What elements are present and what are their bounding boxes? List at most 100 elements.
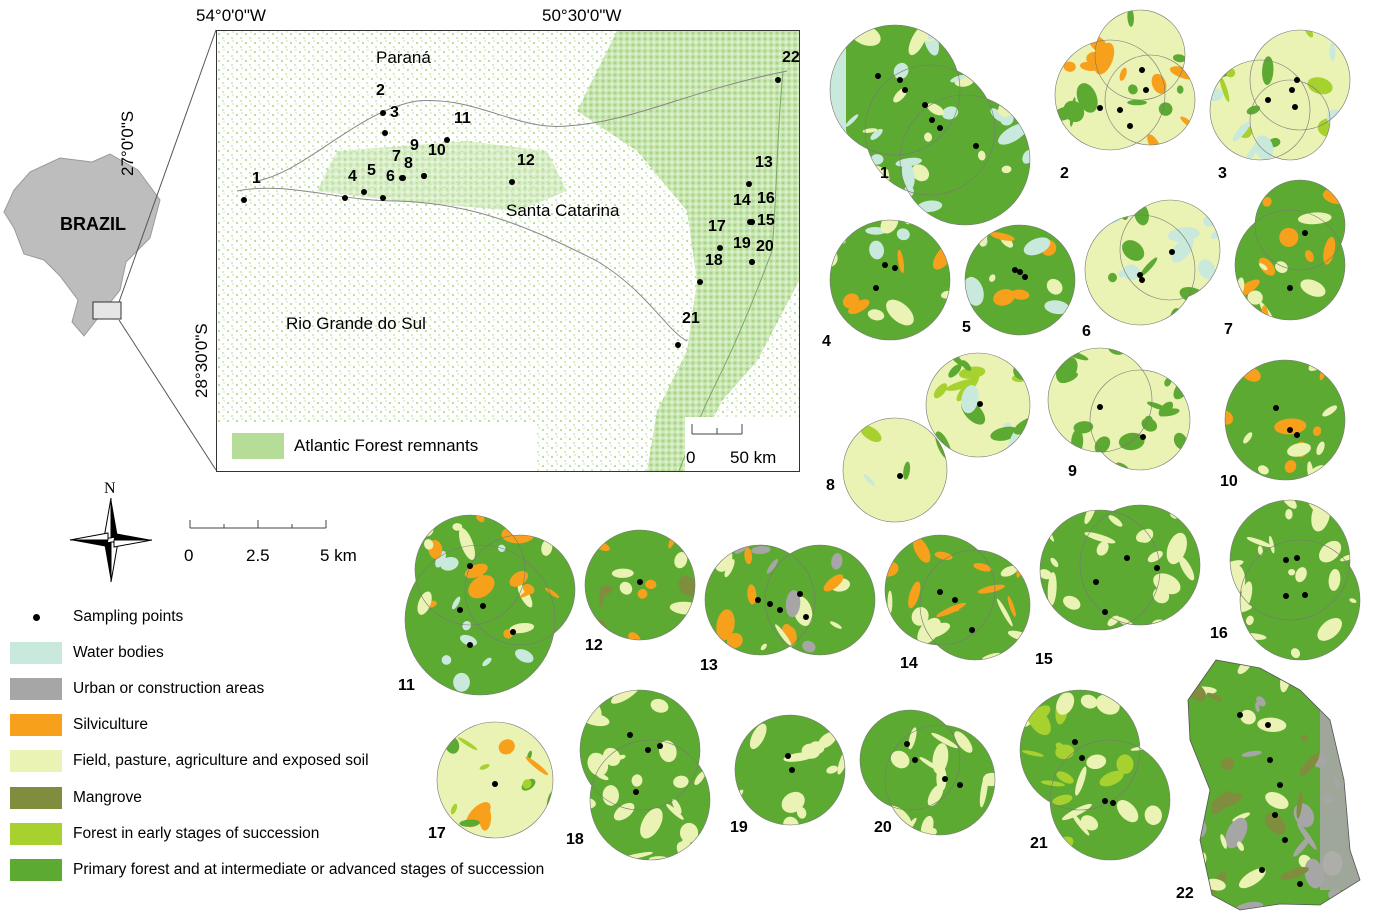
site-map-4: 4	[822, 219, 951, 350]
site-map-12: 12	[584, 529, 696, 654]
sampling-point	[1154, 565, 1160, 571]
sampling-point	[1137, 272, 1143, 278]
sampling-point	[627, 732, 633, 738]
sampling-point	[1259, 867, 1265, 873]
legend-label: Mangrove	[73, 789, 142, 806]
site-map-number: 10	[1220, 473, 1238, 490]
legend-item-silviculture: Silviculture	[10, 712, 148, 738]
sampling-point	[1287, 285, 1293, 291]
sampling-point	[1139, 67, 1145, 73]
sampling-point	[1139, 277, 1145, 283]
sampling-point	[942, 776, 948, 782]
north-label: N	[104, 480, 116, 497]
regional-site-point	[749, 219, 755, 225]
sampling-point	[637, 579, 643, 585]
sampling-point	[1265, 722, 1271, 728]
sampling-point	[1294, 555, 1300, 561]
sampling-point-icon	[32, 613, 40, 621]
sampling-point	[480, 603, 486, 609]
regional-scale-zero: 0	[686, 448, 696, 467]
legend-item-mangrove: Mangrove	[10, 785, 142, 811]
sampling-point	[1282, 837, 1288, 843]
remnants-legend-label: Atlantic Forest remnants	[294, 436, 479, 455]
sampling-point	[645, 747, 651, 753]
site-map-number: 9	[1068, 463, 1077, 480]
legend-swatch	[10, 823, 62, 845]
sampling-point	[897, 473, 903, 479]
sampling-point	[1297, 881, 1303, 887]
site-map-19: 19	[730, 714, 846, 836]
regional-site-number: 5	[367, 162, 376, 179]
regional-site-point	[509, 179, 515, 185]
sampling-point	[937, 125, 943, 131]
regional-site-point	[749, 259, 755, 265]
sampling-point	[1277, 782, 1283, 788]
sampling-point	[1012, 267, 1018, 273]
site-map-number: 2	[1060, 165, 1069, 182]
regional-site-number: 8	[404, 155, 413, 172]
detail-scale-max: 5 km	[320, 546, 357, 565]
regional-site-point	[444, 137, 450, 143]
sampling-point	[1283, 557, 1289, 563]
legend-label: Field, pasture, agriculture and exposed …	[73, 752, 369, 769]
sampling-point	[1117, 107, 1123, 113]
regional-site-number: 18	[705, 252, 723, 269]
site-map-5: 5	[962, 224, 1076, 336]
regional-site-number: 10	[428, 142, 446, 159]
regional-site-point	[342, 195, 348, 201]
regional-site-number: 9	[410, 137, 419, 154]
sampling-point	[1237, 712, 1243, 718]
sampling-point	[1302, 230, 1308, 236]
sampling-point	[973, 143, 979, 149]
regional-site-point	[361, 189, 367, 195]
sampling-point	[1097, 404, 1103, 410]
site-map-8: 8	[826, 352, 1031, 523]
site-map-10: 10	[1220, 359, 1346, 490]
sampling-point	[1079, 755, 1085, 761]
legend-swatch	[10, 750, 62, 772]
sampling-point	[1302, 592, 1308, 598]
legend-label: Water bodies	[73, 644, 164, 661]
detail-scale-bar	[189, 520, 327, 529]
legend-swatch	[10, 859, 62, 881]
site-map-number: 8	[826, 477, 835, 494]
legend-swatch	[10, 714, 62, 736]
site-map-number: 11	[398, 677, 415, 694]
legend-swatch	[10, 678, 62, 700]
regional-site-point	[746, 181, 752, 187]
regional-site-number: 19	[733, 235, 751, 252]
regional-site-number: 2	[376, 82, 385, 99]
sampling-point	[1294, 432, 1300, 438]
site-map-1: 1	[829, 24, 1031, 226]
sampling-point	[785, 753, 791, 759]
detail-scale-zero: 0	[184, 546, 194, 565]
site-map-number: 4	[822, 333, 831, 350]
sampling-point	[957, 782, 963, 788]
sampling-point	[969, 627, 975, 633]
sampling-point	[657, 743, 663, 749]
sampling-point	[1292, 104, 1298, 110]
site-map-6: 6	[1082, 199, 1221, 340]
site-map-9: 9	[1047, 347, 1191, 480]
regional-site-point	[380, 110, 386, 116]
state-label-parana: Paraná	[376, 48, 431, 67]
regional-site-number: 3	[390, 104, 399, 121]
site-map-number: 21	[1030, 835, 1048, 852]
site-map-21: 21	[1019, 689, 1171, 861]
sampling-point	[912, 757, 918, 763]
sampling-point	[1110, 800, 1116, 806]
sampling-point	[1294, 77, 1300, 83]
legend-label: Primary forest and at intermediate or ad…	[73, 861, 545, 878]
site-map-13: 13	[700, 544, 876, 674]
sampling-point	[467, 642, 473, 648]
sampling-point	[803, 614, 809, 620]
site-map-number: 16	[1210, 625, 1228, 642]
regional-site-point	[717, 245, 723, 251]
regional-site-number: 11	[454, 110, 471, 127]
site-map-20: 20	[859, 709, 996, 836]
site-map-17: 17	[428, 721, 554, 842]
legend-item-sampling-points: Sampling points	[10, 604, 183, 630]
lon-label-west: 54°0'0"W	[196, 6, 266, 25]
legend-item-water: Water bodies	[10, 640, 164, 666]
